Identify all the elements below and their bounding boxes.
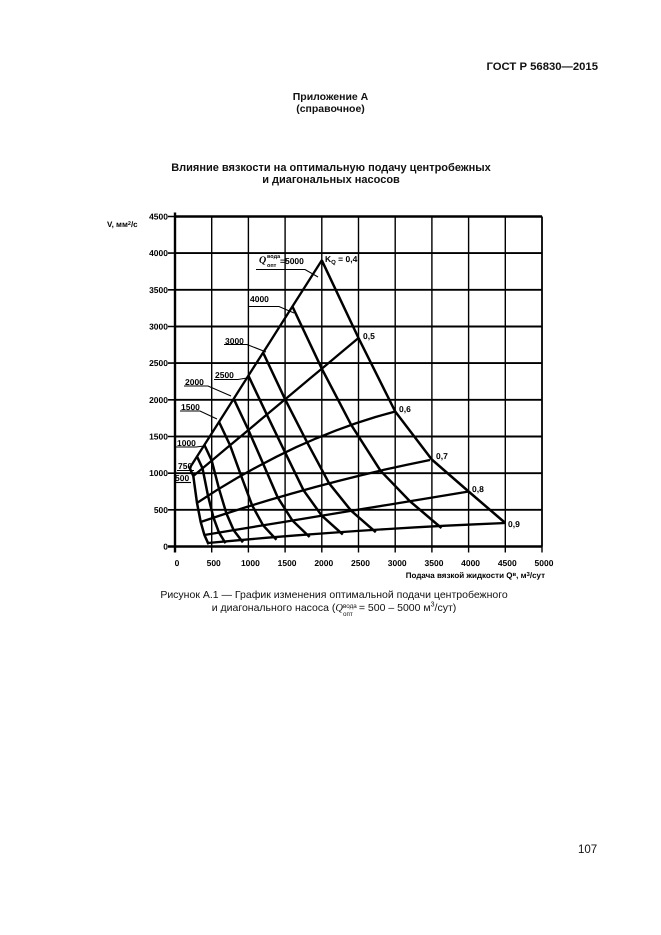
svg-text:2000: 2000 (314, 558, 333, 568)
svg-text:1000: 1000 (177, 438, 196, 448)
svg-text:KQ = 0,4: KQ = 0,4 (325, 254, 358, 266)
svg-text:0,6: 0,6 (399, 404, 411, 414)
svg-text:V, мм2/с: V, мм2/с (107, 220, 138, 229)
svg-text:2500: 2500 (149, 358, 168, 368)
svg-text:0: 0 (163, 542, 168, 552)
svg-text:3500: 3500 (425, 558, 444, 568)
svg-text:опт: опт (267, 263, 277, 269)
svg-text:1500: 1500 (278, 558, 297, 568)
svg-text:4500: 4500 (498, 558, 517, 568)
svg-text:1500: 1500 (181, 402, 200, 412)
svg-text:500: 500 (207, 558, 221, 568)
svg-text:3000: 3000 (388, 558, 407, 568)
svg-text:3000: 3000 (225, 336, 244, 346)
svg-text:3000: 3000 (149, 322, 168, 332)
svg-text:500: 500 (154, 505, 168, 515)
svg-text:750: 750 (178, 461, 192, 471)
svg-text:4000: 4000 (149, 248, 168, 258)
svg-text:0,9: 0,9 (508, 519, 520, 529)
svg-text:0,8: 0,8 (472, 484, 484, 494)
svg-text:2500: 2500 (215, 370, 234, 380)
svg-text:Подача вязкой жидкости Qв, м3/: Подача вязкой жидкости Qв, м3/сут (406, 571, 545, 580)
svg-text:Q: Q (259, 255, 266, 266)
svg-text:0,7: 0,7 (436, 451, 448, 461)
svg-text:1500: 1500 (149, 432, 168, 442)
svg-text:500: 500 (175, 473, 189, 483)
svg-text:1000: 1000 (149, 468, 168, 478)
svg-text:0: 0 (175, 558, 180, 568)
svg-text:2000: 2000 (185, 377, 204, 387)
svg-text:1000: 1000 (241, 558, 260, 568)
svg-text:2000: 2000 (149, 395, 168, 405)
svg-text:4000: 4000 (461, 558, 480, 568)
svg-text:вода: вода (267, 254, 281, 260)
svg-text:2500: 2500 (351, 558, 370, 568)
svg-text:=5000: =5000 (280, 256, 304, 266)
svg-text:3500: 3500 (149, 285, 168, 295)
svg-text:4000: 4000 (250, 294, 269, 304)
svg-text:0,5: 0,5 (363, 331, 375, 341)
svg-text:4500: 4500 (149, 212, 168, 222)
svg-text:5000: 5000 (535, 558, 554, 568)
